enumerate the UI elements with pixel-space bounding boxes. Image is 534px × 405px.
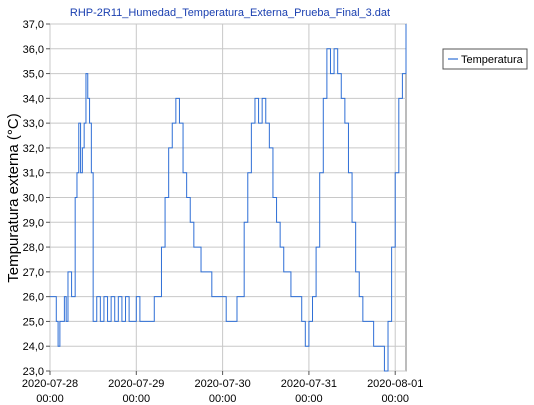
x-tick-label-date: 2020-07-29	[108, 378, 164, 390]
y-tick-label: 25,0	[23, 316, 44, 328]
y-axis-label: Tempuratura externa (°C)	[5, 113, 22, 282]
plot-area	[49, 23, 407, 372]
y-grid	[50, 23, 406, 372]
y-tick-label: 36,0	[23, 44, 44, 56]
x-tick-label-date: 2020-08-01	[367, 378, 423, 390]
y-tick-label: 30,0	[23, 193, 44, 205]
legend-box	[442, 48, 528, 70]
y-tick-label: 24,0	[23, 341, 44, 353]
y-tick-label: 26,0	[23, 292, 44, 304]
x-tick-label-date: 2020-07-31	[281, 378, 337, 390]
y-tick-label: 23,0	[23, 366, 44, 378]
y-tick-label: 35,0	[23, 69, 44, 81]
legend: Temperatura	[442, 48, 528, 70]
y-axis: 23,0 24,0 25,0 26,0 27,0 28,0 29,0 30,0 31,0 32,0…	[23, 19, 50, 378]
y-tick-label: 27,0	[23, 267, 44, 279]
y-tick-label: 32,0	[23, 143, 44, 155]
y-tick-label: 31,0	[23, 168, 44, 180]
legend-label: Temperatura	[461, 54, 524, 66]
y-tick-label: 37,0	[23, 19, 44, 31]
y-tick-label: 34,0	[23, 93, 44, 105]
series-line-temperatura	[50, 24, 407, 372]
y-tick-label: 29,0	[23, 217, 44, 229]
x-tick-label-time: 00:00	[295, 393, 323, 405]
series-layer	[49, 23, 407, 372]
y-tick-label: 33,0	[23, 118, 44, 130]
x-tick-label-time: 00:00	[381, 393, 409, 405]
y-tick-label: 28,0	[23, 242, 44, 254]
x-tick-label-date: 2020-07-28	[22, 378, 78, 390]
x-axis: 2020-07-28 00:00 2020-07-29 00:00 2020-07-30…	[22, 371, 423, 405]
chart-title: RHP-2R11_Humedad_Temperatura_Externa_Pru…	[70, 7, 390, 19]
x-tick-label-time: 00:00	[209, 393, 237, 405]
x-tick-label-date: 2020-07-30	[194, 378, 250, 390]
x-tick-label-time: 00:00	[36, 393, 64, 405]
x-tick-label-time: 00:00	[123, 393, 151, 405]
